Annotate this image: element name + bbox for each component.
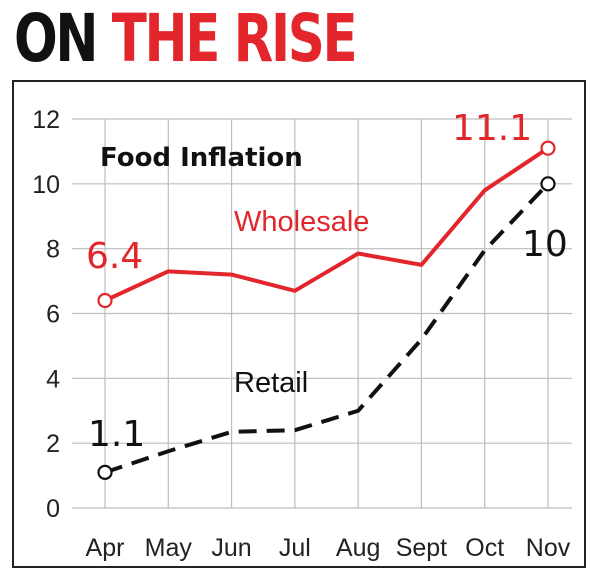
x-tick-aug: Aug	[336, 534, 380, 562]
series-label-retail: Retail	[234, 367, 308, 399]
headline: ON THE RISE	[14, 0, 358, 77]
series-line-retail	[104, 182, 550, 475]
y-tick-12: 12	[32, 106, 60, 134]
data-label-wholesale-apr: 6.4	[86, 236, 143, 277]
y-tick-4: 4	[46, 365, 60, 393]
x-tick-oct: Oct	[465, 534, 504, 562]
x-tick-sept: Sept	[396, 534, 447, 562]
series-line-wholesale	[104, 146, 550, 303]
y-tick-8: 8	[46, 236, 60, 264]
grid	[72, 118, 572, 509]
x-tick-may: May	[145, 534, 193, 562]
x-tick-jun: Jun	[211, 534, 251, 562]
series-lines	[104, 146, 550, 475]
y-tick-2: 2	[46, 430, 60, 458]
chart-frame	[12, 80, 586, 568]
marker-retail-nov	[540, 176, 556, 192]
endpoint-markers	[97, 140, 556, 480]
marker-wholesale-apr	[97, 292, 113, 309]
marker-retail-apr	[97, 464, 113, 480]
data-label-wholesale-nov: 11.1	[452, 108, 532, 149]
y-tick-6: 6	[46, 301, 60, 329]
x-tick-labels: Apr May Jun Jul Aug Sept Oct Nov	[86, 534, 571, 562]
y-tick-10: 10	[32, 171, 60, 199]
y-tick-0: 0	[46, 495, 60, 523]
chart-title: Food Inflation	[100, 143, 303, 173]
x-tick-nov: Nov	[526, 534, 571, 562]
data-label-retail-nov: 10	[522, 224, 568, 265]
x-tick-apr: Apr	[86, 534, 125, 562]
headline-part-1: ON	[14, 0, 99, 77]
marker-wholesale-nov	[540, 140, 556, 156]
y-tick-labels: 0 2 4 6 8 10 12	[32, 106, 60, 523]
headline-part-2: THE RISE	[111, 0, 358, 77]
series-label-wholesale: Wholesale	[234, 206, 369, 238]
x-tick-jul: Jul	[279, 534, 311, 562]
data-label-retail-apr: 1.1	[88, 414, 145, 455]
